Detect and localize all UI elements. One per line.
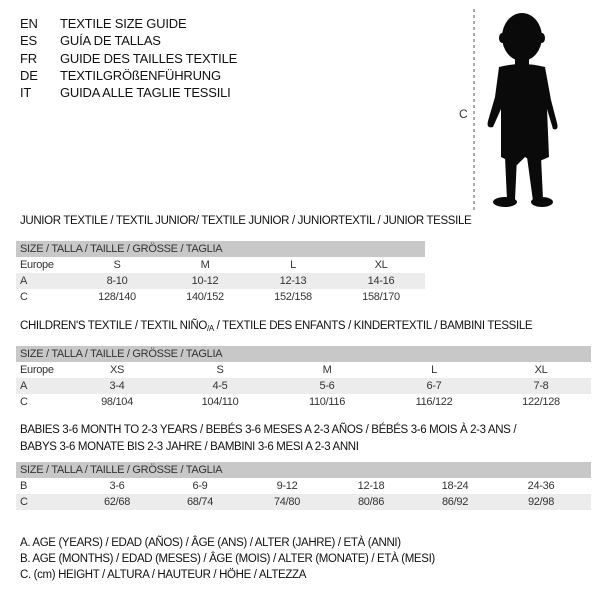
row-label: C [20, 396, 28, 408]
babies-title-line2: BABYS 3-6 MONATE BIS 2-3 JAHRE / BAMBINI… [20, 441, 359, 453]
table-cell: 110/116 [308, 396, 346, 408]
title-text: / TEXTILE DES ENFANTS / KINDERTEXTIL / B… [213, 320, 533, 332]
row-label: C [20, 496, 28, 508]
table-cell: 9-12 [276, 480, 298, 492]
language-code: IT [20, 85, 32, 101]
table-cell: 92/98 [527, 496, 555, 508]
language-title: GUÍA DE TALLAS [60, 33, 161, 49]
table-row: Europe S M L XL [16, 257, 425, 273]
table-row: Europe XS S M L XL [16, 362, 591, 378]
table-cell: 152/158 [274, 291, 312, 303]
table-cell: 74/80 [273, 496, 301, 508]
table-cell: 62/68 [103, 496, 131, 508]
table-cell: XL [374, 259, 388, 271]
row-label: A [20, 275, 28, 287]
table-cell: M [200, 259, 210, 271]
language-code: FR [20, 50, 37, 66]
row-label: Europe [20, 259, 54, 271]
title-text: CHILDREN'S TEXTILE / TEXTIL NIÑO [20, 320, 207, 332]
table-row: C 128/140 140/152 152/158 158/170 [16, 289, 425, 305]
table-cell: 14-16 [367, 275, 395, 287]
table-cell: L [431, 364, 437, 376]
table-cell: 128/140 [98, 291, 136, 303]
table-cell: 10-12 [191, 275, 219, 287]
table-cell: 98/104 [101, 396, 133, 408]
row-label: Europe [20, 364, 54, 376]
table-row: A 8-10 10-12 12-13 14-16 [16, 273, 425, 289]
language-title: TEXTILE SIZE GUIDE [60, 16, 187, 31]
table-cell: 80/86 [357, 496, 385, 508]
table-cell: 158/170 [362, 291, 400, 303]
table-cell: 3-4 [109, 380, 125, 392]
table-cell: 68/74 [186, 496, 214, 508]
junior-title: JUNIOR TEXTILE / TEXTIL JUNIOR/ TEXTILE … [20, 215, 472, 227]
table-cell: 6-9 [192, 480, 208, 492]
table-cell: S [216, 364, 224, 376]
row-label: C [20, 291, 28, 303]
table-cell: 24-36 [527, 480, 555, 492]
table-cell: 5-6 [319, 380, 335, 392]
table-cell: 18-24 [441, 480, 469, 492]
child-silhouette-icon [473, 9, 558, 210]
babies-size-table: SIZE / TALLA / TAILLE / GRÖSSE / TAGLIA … [16, 462, 591, 510]
table-cell: L [290, 259, 296, 271]
table-cell: S [113, 259, 121, 271]
table-cell: 116/122 [415, 396, 453, 408]
junior-size-table: SIZE / TALLA / TAILLE / GRÖSSE / TAGLIA … [16, 241, 425, 305]
language-title: GUIDA ALLE TAGLIE TESSILI [60, 85, 231, 101]
table-row: A 3-4 4-5 5-6 6-7 7-8 [16, 378, 591, 394]
table-cell: 12-13 [279, 275, 307, 287]
language-code: ES [20, 33, 37, 49]
table-cell: XS [109, 364, 125, 376]
table-cell: M [322, 364, 332, 376]
language-title: TEXTILGRÖßENFÜHRUNG [60, 67, 221, 83]
table-header: SIZE / TALLA / TAILLE / GRÖSSE / TAGLIA [16, 462, 591, 478]
children-title: CHILDREN'S TEXTILE / TEXTIL NIÑO/A / TEX… [20, 320, 533, 333]
language-code: EN [20, 16, 38, 31]
legend-age-years: A. AGE (YEARS) / EDAD (AÑOS) / ÂGE (ANS)… [20, 537, 401, 549]
table-cell: 122/128 [522, 396, 560, 408]
table-cell: XL [534, 364, 548, 376]
row-label: A [20, 380, 28, 392]
table-row: C 62/68 68/74 74/80 80/86 86/92 92/98 [16, 494, 591, 510]
table-cell: 4-5 [212, 380, 228, 392]
height-measure-label: C [459, 107, 468, 121]
table-row: C 98/104 104/110 110/116 116/122 122/128 [16, 394, 591, 410]
legend-height: C. (cm) HEIGHT / ALTURA / HAUTEUR / HÖHE… [20, 569, 307, 581]
babies-title-line1: BABIES 3-6 MONTH TO 2-3 YEARS / BEBÉS 3-… [20, 424, 517, 436]
table-cell: 104/110 [201, 396, 239, 408]
table-row: B 3-6 6-9 9-12 12-18 18-24 24-36 [16, 478, 591, 494]
table-cell: 6-7 [426, 380, 442, 392]
table-cell: 3-6 [109, 480, 125, 492]
table-cell: 86/92 [441, 496, 469, 508]
row-label: B [20, 480, 28, 492]
language-code: DE [20, 67, 38, 83]
table-cell: 8-10 [106, 275, 128, 287]
table-cell: 7-8 [533, 380, 549, 392]
language-title: GUIDE DES TAILLES TEXTILE [60, 50, 238, 66]
table-cell: 12-18 [357, 480, 385, 492]
title-subscript: /A [206, 324, 214, 333]
table-header: SIZE / TALLA / TAILLE / GRÖSSE / TAGLIA [16, 241, 425, 257]
children-size-table: SIZE / TALLA / TAILLE / GRÖSSE / TAGLIA … [16, 346, 591, 410]
table-cell: 140/152 [186, 291, 224, 303]
table-header: SIZE / TALLA / TAILLE / GRÖSSE / TAGLIA [16, 346, 591, 362]
legend-age-months: B. AGE (MONTHS) / EDAD (MESES) / ÂGE (MO… [20, 553, 435, 565]
